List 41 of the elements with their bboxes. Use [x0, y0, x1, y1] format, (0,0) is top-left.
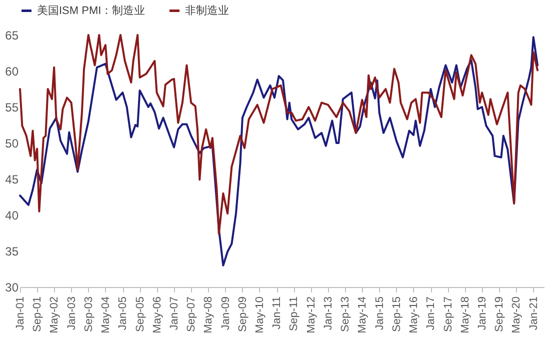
x-tick-label: Jan-09	[220, 296, 232, 330]
x-tick-label: Jan-17	[425, 296, 438, 330]
x-tick-label: Jan-19	[476, 296, 489, 330]
legend-label: 美国ISM PMI：制造业	[37, 4, 146, 17]
x-tick-label: May-20	[510, 296, 523, 334]
x-tick-label: Sep-07	[186, 296, 198, 332]
x-tick-label: May-08	[202, 296, 215, 334]
x-tick-label: Jan-01	[14, 296, 26, 330]
legend-label: 非制造业	[185, 4, 229, 17]
x-tick-label: May-18	[459, 296, 472, 334]
x-tick-label: Jan-13	[322, 296, 335, 330]
y-tick-label: 40	[5, 208, 19, 222]
y-tick-label: 50	[5, 136, 19, 150]
x-tick-label: May-10	[254, 296, 266, 334]
y-tick-label: 30	[5, 280, 19, 294]
x-tick-label: Jan-21	[528, 296, 540, 330]
x-tick-label: May-06	[151, 296, 164, 334]
x-tick-label: May-14	[356, 296, 369, 334]
x-tick-label: May-04	[100, 296, 112, 334]
x-tick-label: Sep-19	[494, 296, 506, 332]
x-tick-label: May-02	[48, 296, 61, 334]
y-tick-label: 65	[5, 28, 19, 42]
x-tick-label: Sep-13	[340, 296, 352, 332]
x-tick-label: Sep-17	[442, 296, 454, 332]
x-tick-label: Jan-07	[168, 296, 180, 330]
x-tick-label: Sep-03	[82, 296, 95, 332]
x-tick-label: Sep-15	[390, 296, 403, 332]
x-tick-label: Sep-11	[288, 296, 300, 332]
x-tick-label: May-16	[408, 296, 420, 334]
y-tick-label: 60	[5, 64, 19, 78]
x-tick-label: May-12	[305, 296, 318, 334]
y-tick-label: 55	[5, 100, 19, 114]
x-tick-label: Sep-01	[32, 296, 44, 332]
x-tick-label: Jan-03	[66, 296, 78, 330]
y-tick-label: 45	[5, 172, 19, 186]
x-tick-label: Jan-15	[374, 296, 386, 330]
y-tick-label: 35	[5, 244, 19, 258]
x-tick-label: Jan-05	[117, 296, 130, 330]
x-tick-label: Sep-09	[236, 296, 249, 332]
x-tick-label: Sep-05	[134, 296, 146, 332]
x-tick-label: Jan-11	[271, 296, 284, 330]
